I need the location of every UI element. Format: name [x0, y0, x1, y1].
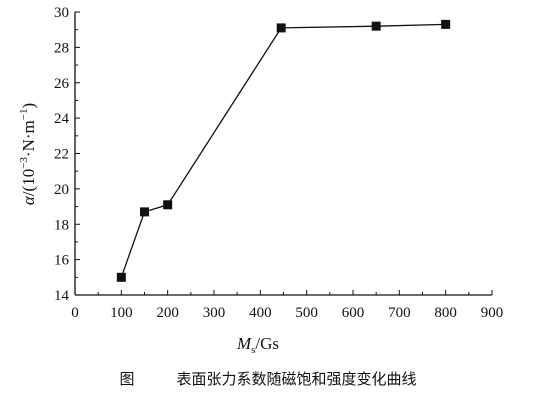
y-tick-label: 26	[54, 76, 70, 92]
data-point	[441, 19, 451, 29]
x-tick-label: 400	[249, 305, 272, 321]
x-tick-label: 700	[388, 305, 411, 321]
y-tick-label: 22	[54, 147, 69, 163]
x-tick-label: 0	[71, 305, 79, 321]
series	[116, 19, 451, 282]
series-line	[120, 23, 446, 278]
y-tick-label: 16	[54, 253, 70, 269]
y-tick-label: 14	[54, 288, 70, 304]
y-axis-title: α/(10−3·N·m−1)	[18, 103, 38, 205]
x-tick-label: 900	[481, 305, 504, 321]
y-tick-label: 30	[54, 5, 69, 21]
x-tick-label: 800	[434, 305, 457, 321]
x-tick-label: 300	[203, 305, 226, 321]
data-point	[116, 272, 126, 282]
figure-caption-text: 表面张力系数随磁饱和强度变化曲线	[176, 370, 417, 388]
y-tick-label: 20	[54, 182, 69, 198]
ticks: 0 100 200 300 400 500 600 700 800 900 14 16 18 20 22 24…	[54, 5, 503, 321]
y-tick-label: 24	[54, 111, 70, 127]
data-point	[276, 23, 286, 33]
x-tick-label: 200	[156, 305, 179, 321]
data-point	[140, 207, 149, 217]
data-point	[163, 200, 173, 210]
figure-caption: 图 表面张力系数随磁饱和强度变化曲线	[0, 368, 536, 389]
y-tick-label: 18	[54, 217, 69, 233]
axes	[74, 12, 492, 296]
y-tick-label: 28	[54, 40, 69, 56]
chart: 0 100 200 300 400 500 600 700 800 900 14 16 18 20 22 24…	[18, 5, 503, 356]
x-axis-title: Ms/Gs	[236, 334, 279, 356]
x-tick-label: 100	[110, 305, 133, 321]
x-tick-label: 600	[342, 305, 365, 321]
x-tick-label: 500	[295, 305, 318, 321]
figure-label: 图	[119, 370, 135, 388]
data-point	[371, 21, 381, 31]
